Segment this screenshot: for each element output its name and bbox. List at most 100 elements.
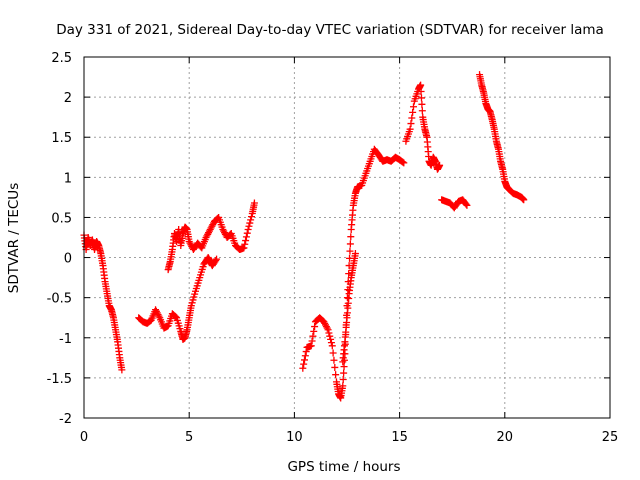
data-point xyxy=(118,366,126,374)
y-axis-ticks: -2 -1.5 -1 -0.5 0 0.5 1 1.5 2 2.5 xyxy=(47,51,610,427)
data-point-interp xyxy=(321,319,329,327)
series-segment-1 xyxy=(80,231,126,374)
y-tick-label: 0.5 xyxy=(51,211,72,226)
series-segment-6 xyxy=(402,81,444,173)
series-segment-2 xyxy=(135,254,221,343)
data-point xyxy=(152,306,160,314)
data-point-interp xyxy=(300,356,308,364)
data-point-interp xyxy=(326,332,334,340)
data-point-interp xyxy=(327,335,335,343)
data-point-interp xyxy=(302,348,310,356)
y-tick-label: 2 xyxy=(64,91,72,106)
grid-lines xyxy=(84,57,610,418)
plot-frame xyxy=(83,56,611,419)
data-point xyxy=(400,159,408,167)
data-point xyxy=(219,225,227,233)
y-tick-label: 0 xyxy=(64,252,72,267)
data-point-interp xyxy=(205,229,213,237)
data-point-interp xyxy=(311,323,319,331)
data-point xyxy=(339,382,347,390)
series-segment-5 xyxy=(339,250,359,366)
data-point-interp xyxy=(327,339,335,347)
data-point-interp xyxy=(343,294,351,302)
data-point xyxy=(436,161,444,169)
y-axis-label: SDTVAR / TECUs xyxy=(6,183,22,293)
data-point xyxy=(307,342,315,350)
data-point-interp xyxy=(310,327,318,335)
data-point-interp xyxy=(409,108,417,116)
data-point-interp xyxy=(417,87,425,95)
data-point-interp xyxy=(409,103,417,111)
x-tick-label: 15 xyxy=(391,430,408,445)
series-segment-3 xyxy=(164,199,258,274)
data-point xyxy=(213,255,221,263)
data-point-interp xyxy=(462,200,470,208)
data-point-interp xyxy=(220,227,228,235)
data-point xyxy=(202,234,210,241)
data-point-interp xyxy=(242,237,250,245)
x-tick-label: 0 xyxy=(80,430,88,445)
data-point-interp xyxy=(339,375,347,383)
chart-title: Day 331 of 2021, Sidereal Day-to-day VTE… xyxy=(56,22,604,38)
y-tick-label: -2 xyxy=(59,412,72,427)
data-point-interp xyxy=(171,312,179,320)
data-point-interp xyxy=(418,107,426,115)
data-point-interp xyxy=(155,312,163,320)
data-point-interp xyxy=(418,100,426,108)
data-point-interp xyxy=(301,352,309,360)
data-point-interp xyxy=(300,360,308,368)
data-point-interp xyxy=(308,337,316,345)
data-point-interp xyxy=(329,349,337,357)
x-tick-label: 5 xyxy=(185,430,193,445)
data-point-interp xyxy=(346,240,354,248)
data-point xyxy=(328,342,336,350)
data-point xyxy=(463,201,471,209)
data-point xyxy=(244,225,252,233)
data-point-interp xyxy=(346,247,354,255)
series-segment-7 xyxy=(438,196,471,212)
data-point-interp xyxy=(209,221,217,229)
y-tick-label: 1.5 xyxy=(51,131,72,146)
data-point-interp xyxy=(323,324,331,332)
series-segment-8 xyxy=(476,71,528,204)
data-point-interp xyxy=(247,216,255,224)
data-point-interp xyxy=(325,329,333,337)
data-point-interp xyxy=(347,233,355,241)
data-point-interp xyxy=(186,239,194,247)
data-point-interp xyxy=(408,114,416,122)
data-point xyxy=(324,326,332,334)
data-point xyxy=(520,196,528,204)
data-point-interp xyxy=(207,224,215,232)
data-point xyxy=(206,225,214,233)
data-point-interp xyxy=(172,313,180,321)
data-point-interp xyxy=(340,363,348,371)
data-point-interp xyxy=(243,229,251,237)
data-point-interp xyxy=(417,94,425,102)
data-point-interp xyxy=(331,363,339,371)
data-point-interp xyxy=(154,311,162,319)
data-point-interp xyxy=(241,240,249,248)
y-tick-label: -1.5 xyxy=(47,372,72,387)
x-tick-label: 25 xyxy=(602,430,619,445)
data-point-interp xyxy=(242,233,250,241)
data-point-interp xyxy=(152,307,160,315)
data-point-interp xyxy=(322,323,330,331)
y-tick-label: 1 xyxy=(64,171,72,186)
x-axis-label: GPS time / hours xyxy=(287,459,400,475)
data-point-interp xyxy=(247,213,255,221)
data-point xyxy=(417,81,425,89)
data-point xyxy=(240,244,248,252)
data-point xyxy=(299,364,307,372)
x-tick-label: 20 xyxy=(497,430,514,445)
y-tick-label: 2.5 xyxy=(51,51,72,66)
data-point xyxy=(250,199,258,207)
data-point-interp xyxy=(407,120,415,128)
data-points xyxy=(80,71,528,402)
data-point-interp xyxy=(332,371,340,379)
data-point-interp xyxy=(309,332,317,340)
y-tick-label: -1 xyxy=(59,332,72,347)
series-segment-4 xyxy=(299,145,408,402)
data-point-interp xyxy=(246,219,254,227)
y-tick-label: -0.5 xyxy=(47,292,72,307)
